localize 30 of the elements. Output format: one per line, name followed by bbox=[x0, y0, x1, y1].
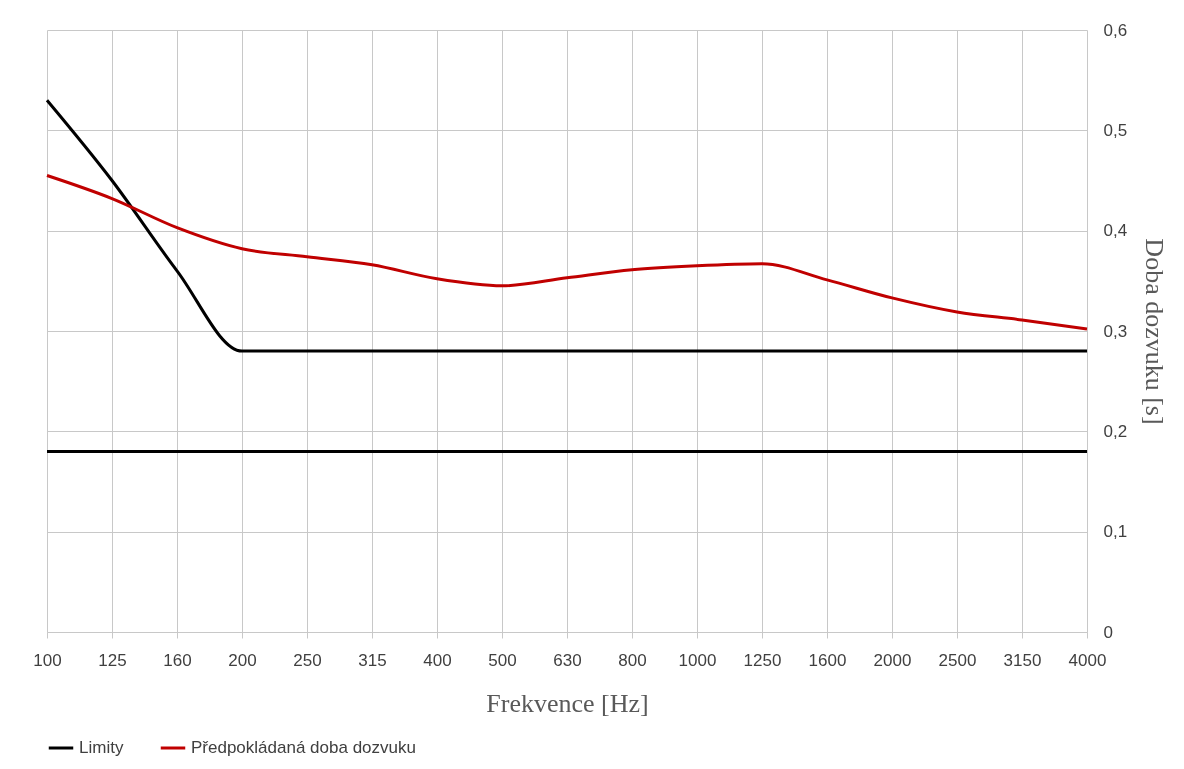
line-series bbox=[45, 173, 1089, 331]
line-series bbox=[45, 98, 1089, 353]
x-tick-label: 100 bbox=[33, 650, 62, 670]
x-tick-label: 2500 bbox=[938, 650, 977, 670]
y-tick-label: 0,3 bbox=[1103, 321, 1128, 341]
x-tick-label: 1000 bbox=[678, 650, 717, 670]
x-tick-label: 2000 bbox=[873, 650, 912, 670]
x-tick-label: 400 bbox=[423, 650, 452, 670]
x-tick-label: 500 bbox=[488, 650, 517, 670]
y-tick-label: 0,4 bbox=[1103, 221, 1128, 241]
x-tick-label: 3150 bbox=[1003, 650, 1042, 670]
legend-label: Předpokládaná doba dozvuku bbox=[191, 738, 416, 757]
y-tick-label: 0,2 bbox=[1103, 421, 1128, 441]
x-tick-label: 250 bbox=[293, 650, 322, 670]
x-tick-label: 160 bbox=[163, 650, 192, 670]
legend-label: Limity bbox=[79, 738, 124, 757]
y-tick-label: 0,5 bbox=[1103, 120, 1128, 140]
x-tick-label: 4000 bbox=[1068, 650, 1107, 670]
x-axis-title: Frekvence [Hz] bbox=[486, 688, 649, 718]
x-tick-label: 630 bbox=[553, 650, 582, 670]
x-tick-label: 800 bbox=[618, 650, 647, 670]
x-tick-label: 1600 bbox=[808, 650, 847, 670]
y-tick-label: 0,1 bbox=[1103, 522, 1128, 542]
x-tick-label: 1250 bbox=[743, 650, 782, 670]
x-tick-label: 125 bbox=[98, 650, 127, 670]
y-axis-title: Doba dozvuku [s] bbox=[1140, 238, 1170, 425]
x-tick-label: 315 bbox=[358, 650, 387, 670]
x-tick-label: 200 bbox=[228, 650, 257, 670]
y-tick-label: 0,6 bbox=[1103, 20, 1128, 40]
y-tick-label: 0 bbox=[1103, 622, 1113, 642]
